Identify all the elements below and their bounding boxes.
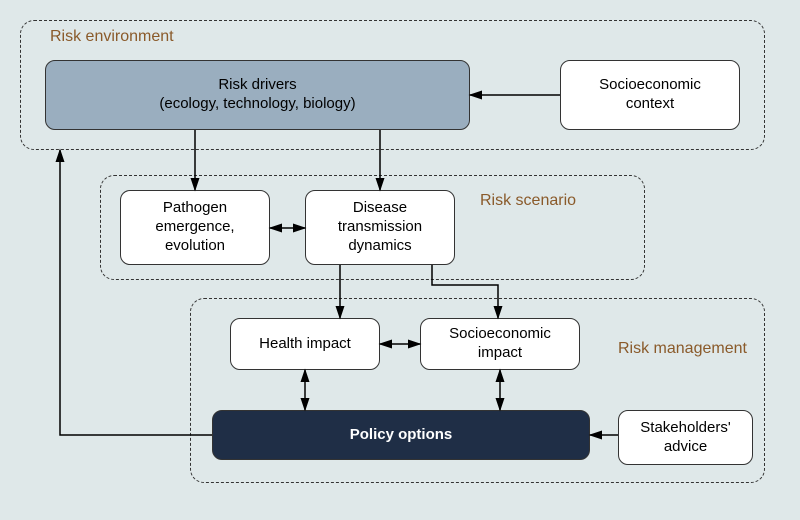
- node-pathogen-emergence: Pathogenemergence,evolution: [120, 190, 270, 265]
- node-socioeconomic-context: Socioeconomiccontext: [560, 60, 740, 130]
- label-risk-scenario: Risk scenario: [480, 192, 576, 210]
- node-disease-transmission: Diseasetransmissiondynamics: [305, 190, 455, 265]
- label-risk-environment: Risk environment: [50, 28, 174, 46]
- label-risk-management: Risk management: [618, 340, 747, 358]
- node-stakeholders-advice: Stakeholders'advice: [618, 410, 753, 465]
- node-policy-options: Policy options: [212, 410, 590, 460]
- node-socioeconomic-impact: Socioeconomicimpact: [420, 318, 580, 370]
- node-risk-drivers: Risk drivers(ecology, technology, biolog…: [45, 60, 470, 130]
- node-health-impact: Health impact: [230, 318, 380, 370]
